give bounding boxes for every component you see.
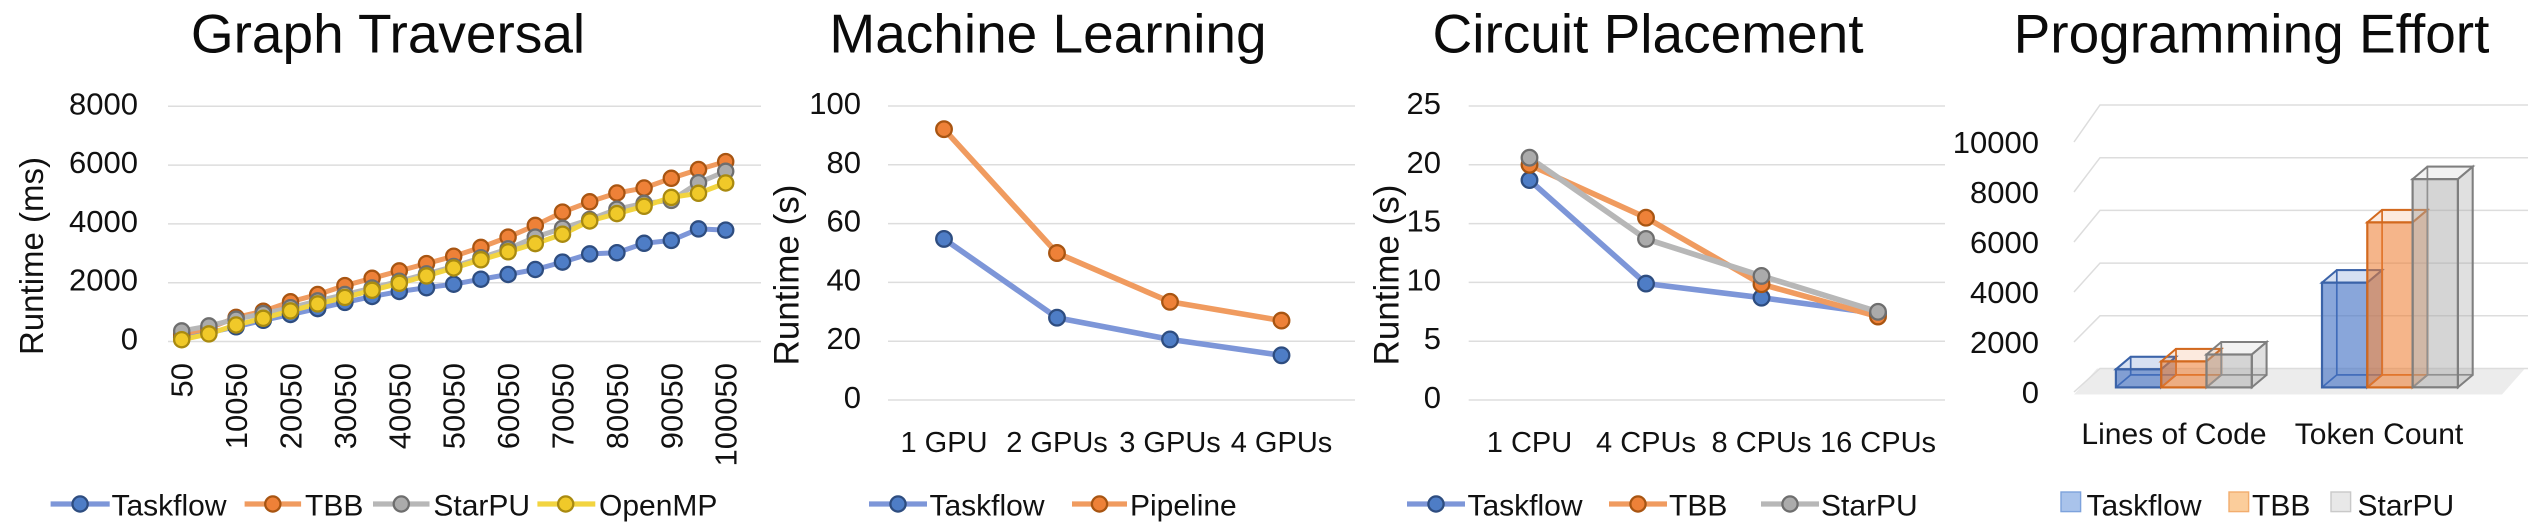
svg-text:10: 10 [1407,262,1441,297]
svg-text:80050: 80050 [600,363,635,449]
svg-text:Machine Learning: Machine Learning [829,3,1266,65]
svg-text:90050: 90050 [654,363,689,449]
svg-text:Token Count: Token Count [2295,418,2464,451]
svg-text:8000: 8000 [1970,175,2039,210]
svg-text:30050: 30050 [328,363,363,449]
svg-text:10050: 10050 [219,363,254,449]
svg-text:Runtime (s): Runtime (s) [768,185,807,366]
svg-text:0: 0 [121,322,138,357]
svg-text:2000: 2000 [69,263,138,298]
svg-text:100: 100 [809,86,861,121]
svg-text:4 GPUs: 4 GPUs [1231,427,1333,459]
svg-text:10000: 10000 [1953,125,2039,160]
svg-text:0: 0 [1424,380,1441,415]
svg-text:4000: 4000 [69,204,138,239]
svg-text:0: 0 [844,380,861,415]
svg-text:4000: 4000 [1970,275,2039,310]
svg-text:60: 60 [827,204,861,239]
svg-text:Circuit Placement: Circuit Placement [1433,3,1864,65]
svg-text:8 CPUs: 8 CPUs [1712,427,1812,459]
svg-text:6000: 6000 [69,145,138,180]
svg-text:StarPU: StarPU [1821,490,1918,523]
svg-text:Lines of Code: Lines of Code [2081,418,2266,451]
svg-text:5: 5 [1424,321,1441,356]
svg-text:15: 15 [1407,204,1441,239]
svg-text:Runtime (s): Runtime (s) [1368,185,1407,366]
svg-text:TBB: TBB [2252,490,2310,523]
svg-text:TBB: TBB [1669,490,1727,523]
svg-text:Programming Effort: Programming Effort [2014,3,2490,65]
svg-text:StarPU: StarPU [2358,490,2455,523]
svg-text:20: 20 [1407,145,1441,180]
svg-text:Taskflow: Taskflow [112,490,227,523]
svg-text:OpenMP: OpenMP [599,490,717,523]
svg-text:40050: 40050 [382,363,417,449]
svg-text:Taskflow: Taskflow [930,490,1045,523]
svg-text:2 GPUs: 2 GPUs [1006,427,1108,459]
svg-text:20: 20 [827,321,861,356]
svg-text:0: 0 [2022,375,2039,410]
svg-text:25: 25 [1407,86,1441,121]
svg-text:Graph Traversal: Graph Traversal [191,3,585,65]
svg-text:8000: 8000 [69,86,138,121]
svg-text:1 CPU: 1 CPU [1487,427,1572,459]
svg-text:16 CPUs: 16 CPUs [1820,427,1936,459]
svg-text:80: 80 [827,145,861,180]
svg-text:Taskflow: Taskflow [2087,490,2202,523]
svg-text:6000: 6000 [1970,225,2039,260]
svg-text:StarPU: StarPU [433,490,530,523]
svg-text:TBB: TBB [305,490,363,523]
svg-text:Pipeline: Pipeline [1130,490,1237,523]
svg-text:Runtime (ms): Runtime (ms) [13,157,50,355]
svg-text:70050: 70050 [546,363,581,449]
svg-text:2000: 2000 [1970,325,2039,360]
svg-text:3 GPUs: 3 GPUs [1119,427,1221,459]
svg-text:40: 40 [827,262,861,297]
svg-text:1 GPU: 1 GPU [900,427,987,459]
svg-text:50050: 50050 [437,363,472,449]
svg-text:100050: 100050 [709,363,744,466]
svg-text:20050: 20050 [274,363,309,449]
svg-text:Taskflow: Taskflow [1468,490,1583,523]
svg-text:50: 50 [165,363,200,397]
svg-text:4 CPUs: 4 CPUs [1596,427,1696,459]
svg-text:60050: 60050 [491,363,526,449]
